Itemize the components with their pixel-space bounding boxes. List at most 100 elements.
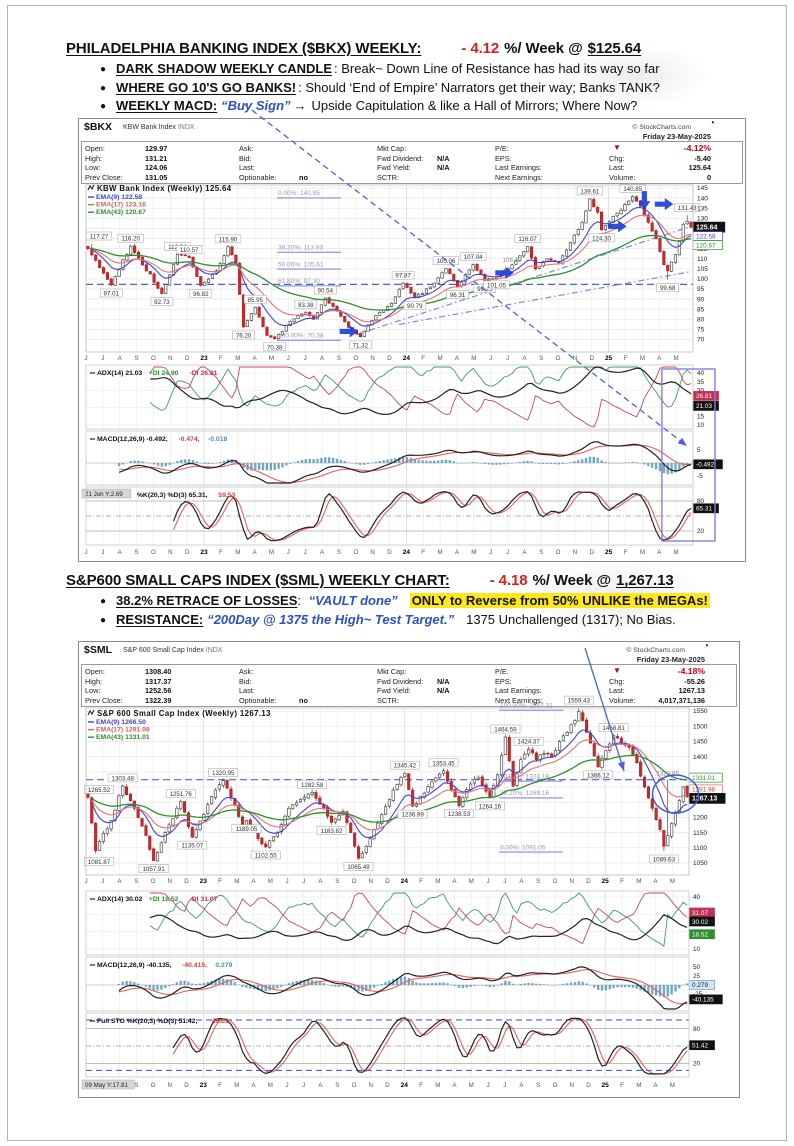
svg-text:24: 24	[403, 355, 411, 362]
svg-text:A: A	[657, 355, 662, 362]
svg-text:F: F	[421, 355, 425, 362]
svg-text:S: S	[536, 1082, 540, 1089]
svg-text:D: D	[387, 549, 392, 556]
svg-text:135: 135	[697, 205, 708, 212]
svg-text:30: 30	[697, 388, 705, 395]
quote-value: 1317.37	[145, 676, 172, 686]
svg-text:A: A	[118, 355, 123, 362]
quote-label: Last:	[239, 163, 255, 173]
svg-text:J: J	[486, 878, 489, 885]
svg-text:ADX(14) 21.03: ADX(14) 21.03	[97, 370, 143, 377]
svg-text:M: M	[640, 549, 645, 556]
quote-label: Mkt Cap:	[377, 144, 407, 153]
svg-text:M: M	[235, 355, 240, 362]
svg-text:116.07: 116.07	[518, 236, 537, 243]
svg-text:F: F	[421, 549, 425, 556]
chart-annotations	[651, 774, 700, 814]
quote-value: N/A	[437, 163, 450, 173]
svg-text:F: F	[218, 878, 222, 885]
quote-label: Low:	[85, 163, 101, 173]
sml-week-pct: - 4.18	[489, 572, 528, 589]
svg-text:S: S	[539, 355, 543, 362]
quote-label: Chg:	[609, 676, 625, 686]
svg-text:80: 80	[697, 317, 705, 324]
svg-text:S: S	[536, 878, 540, 885]
svg-text:1057.91: 1057.91	[142, 866, 165, 873]
svg-text:46.61: 46.61	[212, 1018, 229, 1025]
sml-section-header: S&P600 SMALL CAPS INDEX ($SML) WEEKLY CH…	[66, 572, 746, 629]
quote-value: 129.97	[145, 144, 168, 153]
bullet-weekly-macd: ● WEEKLY MACD: “Buy Sign” → Upside Capitulat…	[66, 97, 746, 116]
svg-text:A: A	[519, 1082, 524, 1089]
svg-text:-40.415,: -40.415,	[182, 962, 207, 969]
bullet-head: 38.2% RETRACE OF LOSSES	[116, 593, 298, 608]
svg-text:1238.53: 1238.53	[448, 811, 471, 818]
chart-name: KBW Bank Index INDX	[123, 123, 195, 131]
chart-legend: S&P 600 Small Cap Index (Weekly) 1267.13…	[87, 709, 271, 741]
quote-value: 1252.56	[145, 686, 172, 696]
svg-text:21 Jun Y:2.69: 21 Jun Y:2.69	[85, 491, 123, 498]
svg-text:1464.59: 1464.59	[494, 726, 517, 733]
svg-text:J: J	[101, 878, 104, 885]
down-triangle-icon: ▼	[613, 666, 621, 675]
svg-text:-40.135: -40.135	[692, 997, 714, 1004]
adx-panel: 40 10 31.07 30.02 18.52 ADX(14) 30.02 +DI 18.5…	[85, 890, 715, 956]
quote-value: -5.40	[694, 153, 711, 163]
svg-text:25: 25	[693, 973, 701, 980]
svg-text:71.32: 71.32	[353, 342, 369, 349]
quote-value: N/A	[437, 686, 450, 696]
svg-text:105.06: 105.06	[436, 258, 455, 265]
svg-text:5: 5	[697, 447, 701, 454]
svg-text:S: S	[335, 1082, 339, 1089]
svg-text:N: N	[167, 878, 171, 885]
time-axis: J J A S O N D 23 F M A M J J A S O N D 24 F M A M J J A S O N D 25 F M A M J…	[84, 878, 674, 1089]
quote-value: -55.26	[684, 676, 705, 686]
svg-text:O: O	[556, 355, 561, 362]
svg-text:A: A	[452, 1082, 457, 1089]
svg-text:107.04: 107.04	[464, 254, 483, 261]
svg-text:1150: 1150	[693, 830, 707, 837]
svg-text:-DI 31.07: -DI 31.07	[190, 896, 218, 903]
sml-chart-image: 100.00%: 1557.31 50.00%: 1324.18 38.20%: 1…	[78, 641, 740, 1098]
svg-text:A: A	[657, 549, 662, 556]
bkx-week-price: $125.64	[587, 40, 642, 57]
svg-text:J: J	[84, 355, 87, 362]
bullet-retrace: ● 38.2% RETRACE OF LOSSES: “VAULT done” ON…	[66, 592, 746, 611]
svg-text:S: S	[337, 355, 341, 362]
svg-text:50.00%: 1324.18: 50.00%: 1324.18	[500, 773, 550, 780]
svg-text:F: F	[620, 1082, 624, 1089]
svg-text:96.31: 96.31	[450, 292, 466, 299]
svg-text:38.20%: 1269.16: 38.20%: 1269.16	[500, 790, 550, 797]
svg-text:1559.43: 1559.43	[568, 698, 591, 705]
svg-text:A: A	[118, 549, 123, 556]
quote-value: 131.05	[145, 172, 168, 182]
svg-text:80: 80	[693, 1026, 701, 1033]
svg-text:EMA(9) 122.58: EMA(9) 122.58	[96, 194, 142, 201]
svg-text:-0.018: -0.018	[208, 436, 227, 443]
svg-text:O: O	[353, 549, 358, 556]
svg-text:D: D	[184, 1082, 189, 1089]
quote-value: 131.21	[145, 153, 168, 163]
svg-text:1267.13: 1267.13	[692, 796, 717, 803]
quote-label: Fwd Dividend:	[377, 676, 424, 686]
svg-text:-5: -5	[697, 473, 703, 480]
svg-text:24: 24	[401, 878, 409, 885]
svg-text:1102.55: 1102.55	[255, 853, 277, 860]
quote-label: Fwd Dividend:	[377, 153, 424, 163]
quote-label: Bid:	[239, 153, 252, 163]
svg-text:F: F	[419, 1082, 423, 1089]
svg-text:0.279: 0.279	[215, 962, 232, 969]
sml-bullets: ● 38.2% RETRACE OF LOSSES: “VAULT done” ON…	[66, 592, 746, 629]
svg-text:23: 23	[200, 355, 208, 362]
svg-text:J: J	[304, 355, 307, 362]
svg-text:09 May Y:17.81: 09 May Y:17.81	[85, 1082, 128, 1089]
svg-text:A: A	[253, 355, 258, 362]
svg-text:O: O	[353, 355, 358, 362]
svg-text:Full STO %K(20,3) %D(3) 51.42,: Full STO %K(20,3) %D(3) 51.42,	[97, 1018, 197, 1025]
quote-value: no	[299, 695, 308, 705]
quote-label: EPS:	[495, 153, 512, 163]
bkx-week-pct: - 4.12	[461, 40, 500, 57]
svg-text:24: 24	[403, 549, 411, 556]
svg-text:M: M	[471, 549, 476, 556]
svg-text:J: J	[506, 355, 509, 362]
